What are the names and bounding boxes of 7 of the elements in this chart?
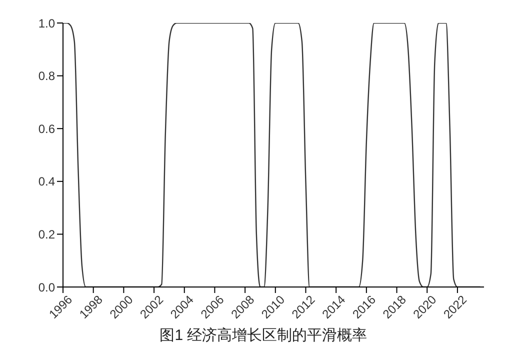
y-tick-label: 0.4 — [38, 174, 56, 189]
y-tick-label: 1.0 — [38, 16, 56, 30]
y-tick-label: 0.8 — [38, 69, 56, 84]
text: 图1 经济高增长区制的平滑概率 — [158, 326, 368, 345]
y-tick-label: 0.0 — [38, 280, 56, 294]
y-tick-label: 0.6 — [38, 122, 56, 136]
y-tick-label: 0.2 — [38, 227, 56, 242]
